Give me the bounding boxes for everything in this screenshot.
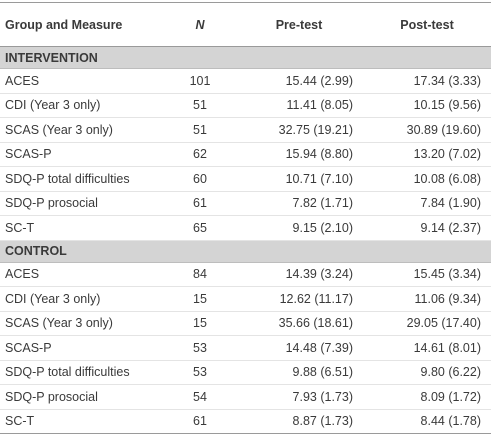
data-row: SDQ-P total difficulties 60 10.71 (7.10) 10… <box>0 166 491 192</box>
cell: CDI (Year 3 only) <box>0 93 165 118</box>
cell: 10.08 (6.08) <box>363 166 491 192</box>
cell: 10.71 (7.10) <box>235 166 363 192</box>
section-row: CONTROL <box>0 240 491 263</box>
cell: 61 <box>165 409 235 434</box>
cell: 32.75 (19.21) <box>235 117 363 143</box>
cell: 15 <box>165 311 235 336</box>
cell: 62 <box>165 142 235 167</box>
cell: 8.44 (1.78) <box>363 409 491 434</box>
cell: 101 <box>165 68 235 94</box>
data-row: SC-T 61 8.87 (1.73) 8.44 (1.78) <box>0 409 491 434</box>
cell: 65 <box>165 215 235 241</box>
column-header: Post-test <box>363 2 491 47</box>
cell: 15.44 (2.99) <box>235 68 363 94</box>
cell: SCAS (Year 3 only) <box>0 117 165 143</box>
cell: 7.93 (1.73) <box>235 384 363 410</box>
cell: SDQ-P total difficulties <box>0 360 165 385</box>
cell: 13.20 (7.02) <box>363 142 491 167</box>
data-row: SDQ-P total difficulties 53 9.88 (6.51) 9.8… <box>0 360 491 385</box>
cell: 14.61 (8.01) <box>363 335 491 361</box>
cell: SC-T <box>0 409 165 434</box>
table-body: INTERVENTION ACES 101 15.44 (2.99) 17.34 (3.… <box>0 46 491 434</box>
cell: SDQ-P prosocial <box>0 191 165 216</box>
cell: 29.05 (17.40) <box>363 311 491 336</box>
cell: 15.94 (8.80) <box>235 142 363 167</box>
cell: 9.80 (6.22) <box>363 360 491 385</box>
cell: 11.06 (9.34) <box>363 286 491 312</box>
section-row: INTERVENTION <box>0 46 491 69</box>
data-row: SDQ-P prosocial 54 7.93 (1.73) 8.09 (1.72) <box>0 384 491 410</box>
cell: ACES <box>0 262 165 287</box>
cell: 9.15 (2.10) <box>235 215 363 241</box>
data-row: SDQ-P prosocial 61 7.82 (1.71) 7.84 (1.90) <box>0 191 491 216</box>
cell: SDQ-P prosocial <box>0 384 165 410</box>
cell: 7.82 (1.71) <box>235 191 363 216</box>
cell: 30.89 (19.60) <box>363 117 491 143</box>
cell: SCAS-P <box>0 142 165 167</box>
cell: 35.66 (18.61) <box>235 311 363 336</box>
data-row: CDI (Year 3 only) 15 12.62 (11.17) 11.06 (9… <box>0 286 491 312</box>
header-row: Group and Measure N Pre-test Post-test <box>0 2 491 47</box>
column-header: Pre-test <box>235 2 363 47</box>
cell: 53 <box>165 360 235 385</box>
cell: 7.84 (1.90) <box>363 191 491 216</box>
cell: SCAS (Year 3 only) <box>0 311 165 336</box>
data-row: SCAS-P 53 14.48 (7.39) 14.61 (8.01) <box>0 335 491 361</box>
data-row: SCAS (Year 3 only) 51 32.75 (19.21) 30.89 (… <box>0 117 491 143</box>
cell: 14.39 (3.24) <box>235 262 363 287</box>
data-row: CDI (Year 3 only) 51 11.41 (8.05) 10.15 (9.… <box>0 93 491 118</box>
cell: 9.88 (6.51) <box>235 360 363 385</box>
section-title: CONTROL <box>0 240 491 263</box>
cell: SC-T <box>0 215 165 241</box>
cell: 11.41 (8.05) <box>235 93 363 118</box>
data-row: SCAS-P 62 15.94 (8.80) 13.20 (7.02) <box>0 142 491 167</box>
cell: 10.15 (9.56) <box>363 93 491 118</box>
cell: 14.48 (7.39) <box>235 335 363 361</box>
cell: ACES <box>0 68 165 94</box>
cell: CDI (Year 3 only) <box>0 286 165 312</box>
cell: 53 <box>165 335 235 361</box>
column-header: N <box>165 2 235 47</box>
cell: 51 <box>165 117 235 143</box>
cell: 8.87 (1.73) <box>235 409 363 434</box>
cell: 17.34 (3.33) <box>363 68 491 94</box>
column-header: Group and Measure <box>0 2 165 47</box>
cell: 15.45 (3.34) <box>363 262 491 287</box>
data-row: SCAS (Year 3 only) 15 35.66 (18.61) 29.05 (… <box>0 311 491 336</box>
cell: SCAS-P <box>0 335 165 361</box>
cell: 8.09 (1.72) <box>363 384 491 410</box>
cell: 12.62 (11.17) <box>235 286 363 312</box>
data-row: ACES 101 15.44 (2.99) 17.34 (3.33) <box>0 68 491 94</box>
data-row: SC-T 65 9.15 (2.10) 9.14 (2.37) <box>0 215 491 241</box>
data-row: ACES 84 14.39 (3.24) 15.45 (3.34) <box>0 262 491 287</box>
cell: 61 <box>165 191 235 216</box>
cell: 54 <box>165 384 235 410</box>
cell: 60 <box>165 166 235 192</box>
cell: 51 <box>165 93 235 118</box>
cell: 15 <box>165 286 235 312</box>
cell: 9.14 (2.37) <box>363 215 491 241</box>
cell: 84 <box>165 262 235 287</box>
cell: SDQ-P total difficulties <box>0 166 165 192</box>
section-title: INTERVENTION <box>0 46 491 69</box>
